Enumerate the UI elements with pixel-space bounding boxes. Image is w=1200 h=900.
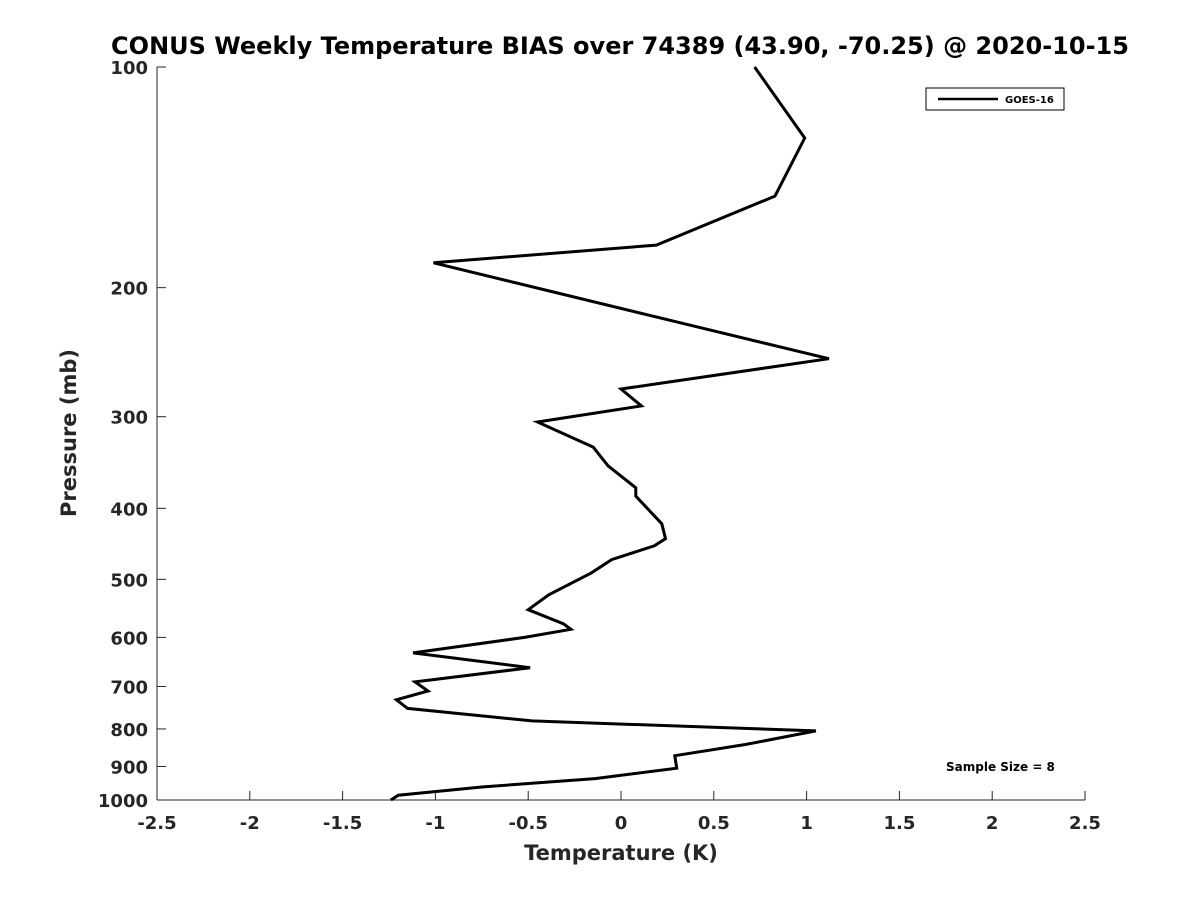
x-tick-label: 2.5 [1069, 813, 1101, 834]
legend-label-goes-16: GOES-16 [1005, 95, 1054, 106]
y-tick-label: 800 [110, 720, 148, 741]
x-tick-label: -0.5 [509, 813, 548, 834]
x-tick-label: -1.5 [323, 813, 362, 834]
x-tick-label: 1.5 [883, 813, 915, 834]
x-axis-label: Temperature (K) [524, 841, 718, 865]
sample-size-annotation: Sample Size = 8 [946, 760, 1055, 774]
x-tick-label: -2 [240, 813, 260, 834]
series-layer [390, 66, 830, 802]
x-tick-label: 0.5 [698, 813, 730, 834]
plot-area [157, 67, 1085, 800]
chart-title: CONUS Weekly Temperature BIAS over 74389… [111, 32, 1129, 60]
y-tick-label: 700 [110, 677, 148, 698]
y-axis-label: Pressure (mb) [57, 349, 81, 517]
y-tick-label: 900 [110, 757, 148, 778]
y-tick-label: 200 [110, 279, 148, 300]
x-axis-ticks: -2.5 -2 -1.5 -1 -0.5 0 0.5 1 1.5 2 2.5 [137, 791, 1101, 834]
y-tick-label: 400 [110, 499, 148, 520]
y-tick-label: 1000 [98, 791, 148, 812]
x-tick-label: 2 [986, 813, 999, 834]
series-line-goes-16 [390, 66, 830, 802]
y-tick-label: 100 [110, 58, 148, 79]
x-tick-label: 0 [615, 813, 628, 834]
y-tick-label: 600 [110, 628, 148, 649]
legend: GOES-16 [925, 87, 1065, 111]
y-tick-label: 300 [110, 408, 148, 429]
x-tick-label: 1 [800, 813, 813, 834]
x-tick-label: -1 [425, 813, 445, 834]
y-tick-label: 500 [110, 570, 148, 591]
y-axis-ticks: 100 200 300 400 500 600 700 800 900 1000 [98, 58, 166, 812]
x-tick-label: -2.5 [137, 813, 176, 834]
